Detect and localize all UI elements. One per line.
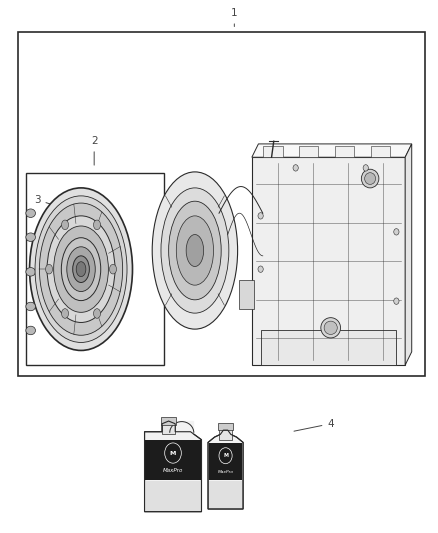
Ellipse shape — [152, 172, 237, 329]
Ellipse shape — [394, 298, 399, 304]
Text: 1: 1 — [231, 9, 238, 27]
Text: 5: 5 — [165, 419, 192, 431]
Ellipse shape — [67, 247, 95, 292]
Bar — [299, 146, 318, 157]
Ellipse shape — [61, 220, 69, 230]
Text: M: M — [223, 453, 228, 458]
Polygon shape — [208, 430, 243, 509]
Ellipse shape — [363, 165, 368, 171]
Text: MaxPro: MaxPro — [218, 470, 233, 474]
Ellipse shape — [258, 266, 263, 272]
Polygon shape — [261, 330, 396, 365]
Ellipse shape — [61, 238, 101, 301]
Bar — [219, 429, 232, 440]
Ellipse shape — [165, 443, 181, 463]
Bar — [263, 146, 283, 157]
Ellipse shape — [186, 235, 204, 266]
Ellipse shape — [26, 302, 35, 311]
Bar — [18, 32, 425, 376]
Bar — [26, 173, 164, 365]
Ellipse shape — [169, 201, 221, 300]
Ellipse shape — [61, 309, 68, 318]
Ellipse shape — [93, 309, 100, 318]
Ellipse shape — [46, 264, 53, 274]
Ellipse shape — [30, 188, 132, 351]
Ellipse shape — [73, 256, 89, 282]
Bar — [162, 424, 175, 434]
Bar — [371, 146, 390, 157]
Ellipse shape — [324, 321, 337, 335]
Ellipse shape — [47, 216, 115, 322]
Text: 2: 2 — [91, 136, 98, 165]
Bar — [145, 481, 201, 511]
Ellipse shape — [26, 209, 35, 217]
Bar — [218, 423, 233, 430]
Bar — [335, 146, 354, 157]
Bar — [209, 443, 242, 480]
Ellipse shape — [176, 216, 214, 285]
Ellipse shape — [26, 233, 35, 241]
Ellipse shape — [26, 268, 35, 276]
Polygon shape — [252, 144, 412, 157]
Bar — [209, 481, 242, 508]
Bar — [161, 417, 176, 425]
Ellipse shape — [293, 165, 298, 171]
Bar — [239, 280, 254, 309]
Ellipse shape — [93, 220, 100, 230]
Ellipse shape — [219, 448, 232, 464]
Ellipse shape — [161, 188, 229, 313]
Ellipse shape — [53, 226, 109, 312]
Ellipse shape — [321, 318, 340, 338]
Bar — [145, 440, 201, 480]
Ellipse shape — [35, 196, 127, 343]
Ellipse shape — [39, 203, 123, 335]
Ellipse shape — [394, 229, 399, 235]
Ellipse shape — [110, 264, 117, 274]
Text: 3: 3 — [34, 195, 57, 206]
Ellipse shape — [26, 326, 35, 335]
Polygon shape — [405, 144, 412, 365]
Bar — [252, 157, 405, 365]
Text: 4: 4 — [294, 419, 334, 431]
Ellipse shape — [361, 169, 379, 188]
Ellipse shape — [364, 173, 376, 184]
Ellipse shape — [76, 262, 86, 277]
Ellipse shape — [258, 213, 263, 219]
Text: M: M — [170, 450, 176, 456]
Polygon shape — [145, 421, 201, 512]
Text: MaxPro: MaxPro — [163, 467, 183, 473]
